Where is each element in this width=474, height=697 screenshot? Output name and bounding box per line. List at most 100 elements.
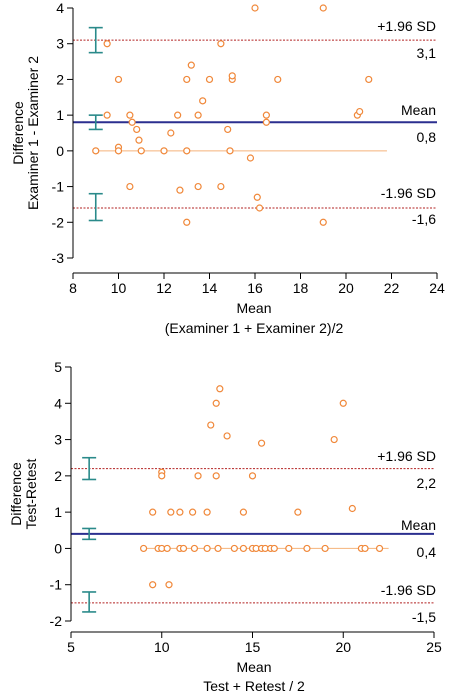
x-tick-label: 10 — [111, 280, 127, 296]
data-point — [248, 472, 257, 480]
data-point — [321, 544, 329, 553]
x-tick-label: 8 — [69, 280, 77, 296]
data-point — [194, 111, 202, 119]
x-axis-title: Mean — [236, 659, 271, 675]
data-point — [246, 154, 255, 162]
data-point — [176, 186, 184, 194]
data-point — [214, 544, 222, 553]
data-point — [190, 544, 199, 553]
data-point — [285, 544, 293, 553]
data-point — [126, 111, 134, 119]
x-tick-label: 12 — [156, 280, 172, 296]
data-point — [348, 504, 356, 513]
y-axis-subtitle: Test-Retest — [23, 458, 39, 529]
y-tick-label: 0 — [56, 143, 64, 159]
x-tick-label: 10 — [154, 639, 170, 655]
data-point — [203, 508, 211, 516]
y-tick-label: -1 — [52, 179, 65, 195]
data-point — [187, 61, 195, 69]
data-point — [203, 544, 211, 553]
y-tick-label: 5 — [54, 359, 62, 375]
data-point — [228, 72, 236, 80]
data-point — [230, 544, 238, 553]
y-tick-label: 4 — [54, 395, 62, 411]
y-tick-label: 1 — [54, 504, 62, 520]
x-tick-label: 20 — [338, 280, 354, 296]
data-point — [135, 136, 143, 144]
data-point — [223, 432, 231, 440]
ci-error-bar — [88, 114, 103, 131]
data-point — [212, 399, 220, 407]
y-axis-title: Difference — [10, 101, 26, 165]
data-point — [361, 544, 369, 553]
y-axis-ticks: -3 -2 -1 0 1 2 3 4 — [52, 0, 73, 266]
y-tick-label: 0 — [54, 540, 62, 556]
data-point — [262, 111, 270, 119]
data-point — [205, 75, 214, 84]
data-point — [103, 111, 111, 119]
y-tick-label: 4 — [56, 0, 64, 16]
data-point — [137, 147, 145, 155]
x-tick-label: 25 — [426, 639, 442, 655]
y-tick-label: -3 — [52, 250, 65, 266]
lower-loa-value: -1,5 — [412, 609, 436, 625]
ci-error-bar — [88, 26, 103, 54]
data-point — [179, 544, 188, 553]
data-point — [224, 125, 232, 134]
ci-error-bar — [88, 192, 103, 222]
x-axis-title: Mean — [236, 300, 271, 316]
data-point — [167, 508, 175, 516]
lower-loa-label: -1.96 SD — [381, 185, 436, 201]
ci-error-bar — [82, 591, 97, 613]
data-point — [114, 75, 123, 84]
data-point — [160, 147, 168, 155]
data-point — [207, 421, 215, 429]
ci-error-bar — [82, 527, 97, 541]
data-point — [189, 508, 197, 516]
upper-loa-value: 3,1 — [417, 45, 437, 61]
upper-loa-value: 2,2 — [417, 475, 437, 491]
y-axis-subtitle: Examiner 1 - Examiner 2 — [25, 56, 41, 210]
lower-loa-label: -1.96 SD — [381, 582, 436, 598]
mean-value: 0,4 — [417, 544, 437, 560]
data-point — [183, 218, 191, 226]
data-point — [216, 385, 224, 393]
data-point — [158, 472, 166, 480]
data-point — [270, 544, 278, 553]
data-point — [183, 147, 191, 155]
mean-value: 0,8 — [417, 129, 437, 145]
data-point — [114, 147, 123, 155]
data-point — [212, 472, 220, 480]
data-point — [251, 4, 259, 12]
x-tick-label: 18 — [293, 280, 309, 296]
data-point — [176, 508, 184, 516]
data-point — [226, 147, 234, 155]
x-tick-label: 14 — [202, 280, 218, 296]
x-tick-label: 16 — [247, 280, 263, 296]
plot-layer — [73, 4, 437, 226]
y-tick-label: -2 — [52, 214, 65, 230]
x-axis-ticks: 8 10 12 14 16 18 20 22 24 — [69, 273, 445, 296]
data-point — [294, 508, 302, 516]
data-point — [330, 435, 338, 444]
data-point — [128, 118, 136, 126]
data-point — [239, 508, 248, 516]
mean-label: Mean — [401, 517, 436, 533]
data-point — [149, 508, 157, 516]
x-tick-label: 5 — [67, 639, 75, 655]
data-point — [217, 40, 225, 48]
data-point — [92, 147, 100, 155]
data-point — [199, 97, 207, 105]
data-point — [194, 182, 202, 191]
data-point — [319, 218, 327, 226]
y-tick-label: 3 — [54, 432, 62, 448]
data-point — [319, 4, 327, 12]
data-point — [303, 544, 311, 553]
data-point — [167, 129, 175, 137]
data-point — [365, 75, 373, 84]
y-axis-title: Difference — [8, 462, 24, 526]
data-point — [174, 111, 182, 119]
data-point — [149, 581, 157, 589]
y-tick-label: -1 — [50, 577, 63, 593]
